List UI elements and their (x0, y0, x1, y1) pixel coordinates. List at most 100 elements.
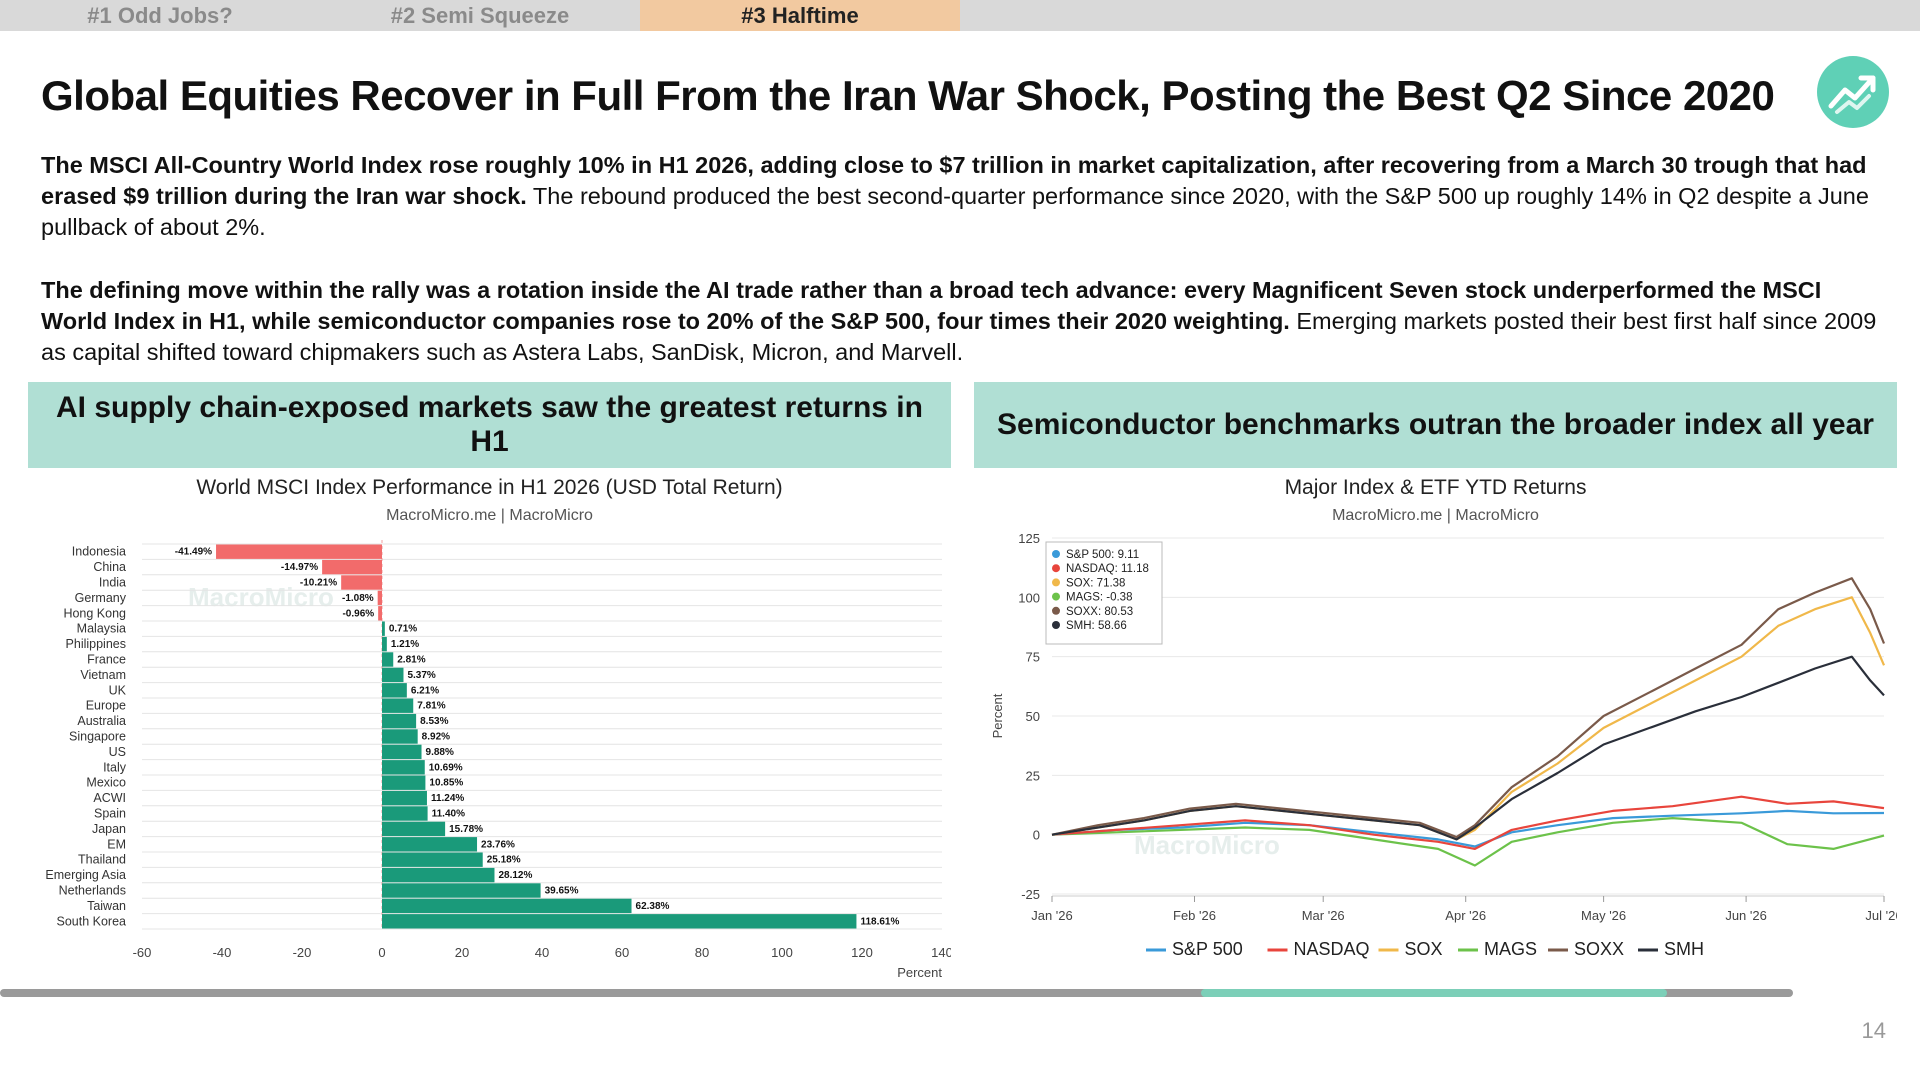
tab-odd-jobs[interactable]: #1 Odd Jobs? (87, 3, 233, 28)
x-tick-label: 20 (455, 945, 469, 960)
x-tick-label: Apr '26 (1445, 908, 1486, 923)
summary-paragraph-1-bold: The MSCI All-Country World Index rose ro… (41, 152, 1867, 209)
category-label: Philippines (66, 637, 126, 651)
data-label: 10.85% (429, 778, 463, 789)
watermark: MacroMicro (188, 582, 334, 612)
bar (382, 698, 414, 713)
bar (341, 575, 382, 590)
data-label: 7.81% (417, 701, 445, 712)
bar (378, 606, 382, 621)
summary-paragraph-2: The defining move within the rally was a… (41, 275, 1891, 368)
bar (377, 590, 382, 606)
legend-dot (1052, 550, 1060, 558)
bar (382, 744, 422, 760)
y-tick-label: 50 (1026, 709, 1040, 724)
legend-entry: SOX: 71.38 (1066, 577, 1125, 589)
bar (382, 806, 428, 821)
data-label: -0.96% (342, 608, 374, 619)
legend-entry: NASDAQ: 11.18 (1066, 563, 1149, 575)
legend-dot (1052, 578, 1060, 587)
bar (382, 867, 495, 883)
data-label: 8.53% (420, 716, 448, 727)
category-label: Australia (77, 714, 126, 728)
data-label: 28.12% (498, 870, 532, 881)
data-label: -10.21% (300, 578, 337, 589)
bar (382, 852, 483, 867)
tab-halftime[interactable]: #3 Halftime (640, 0, 960, 31)
series-line-mags (1051, 817, 1885, 867)
category-label: Malaysia (77, 622, 126, 636)
page-number: 14 (1861, 1018, 1886, 1043)
category-label: Mexico (86, 776, 126, 790)
summary-paragraph-2-bold: The defining move within the rally was a… (41, 277, 1822, 334)
y-tick-label: 75 (1026, 650, 1040, 665)
bar (382, 652, 394, 667)
category-label: Singapore (69, 730, 126, 744)
data-label: 23.76% (481, 839, 515, 850)
tab-semi-squeeze[interactable]: #2 Semi Squeeze (390, 3, 570, 28)
legend-label: SOXX (1574, 939, 1624, 959)
data-label: 25.18% (487, 855, 521, 866)
category-label: Japan (92, 822, 126, 836)
legend-label: S&P 500 (1172, 939, 1243, 959)
bar (382, 914, 857, 929)
summary-paragraph-2-text: Emerging markets posted their best first… (41, 308, 1877, 365)
series-line-soxx (1051, 577, 1886, 839)
data-label: 6.21% (411, 685, 439, 696)
legend-dot (1052, 564, 1060, 573)
y-tick-label: -25 (1021, 887, 1040, 902)
x-tick-label: 40 (535, 945, 549, 960)
category-label: ACWI (93, 791, 126, 805)
legend-label: SOX (1405, 939, 1443, 959)
category-label: Italy (103, 760, 127, 774)
data-label: 10.69% (429, 762, 463, 773)
data-label: 39.65% (545, 886, 579, 897)
bar (382, 821, 446, 837)
legend-entry: S&P 500: 9.11 (1066, 549, 1139, 561)
legend-entry: MAGS: -0.38 (1066, 592, 1132, 604)
category-label: Europe (86, 699, 126, 713)
slide-progress-bar (0, 989, 1793, 997)
y-axis-label: Percent (990, 693, 1005, 738)
x-tick-label: May '26 (1581, 908, 1626, 923)
msci-bar-chart: World MSCI Index Performance in H1 2026 … (28, 470, 952, 980)
legend-entry: SMH: 58.66 (1066, 620, 1127, 632)
bar (382, 760, 425, 775)
series-line-sox (1051, 596, 1886, 841)
bar (382, 790, 427, 806)
category-label: Emerging Asia (45, 868, 126, 882)
x-tick-label: Jan '26 (1031, 908, 1073, 923)
x-tick-label: 140 (931, 945, 951, 960)
bar (382, 621, 385, 636)
category-label: India (99, 576, 126, 590)
category-label: EM (107, 837, 126, 851)
data-label: 15.78% (449, 824, 483, 835)
series-line-nasdaq (1051, 795, 1885, 850)
chart-title: World MSCI Index Performance in H1 2026 … (196, 476, 782, 499)
legend-dot (1052, 592, 1060, 601)
bar (382, 729, 418, 744)
left-panel-heading: AI supply chain-exposed markets saw the … (28, 382, 951, 468)
legend-entry: SOXX: 80.53 (1066, 606, 1133, 618)
legend-dot (1052, 621, 1060, 629)
x-tick-label: Jun '26 (1725, 908, 1767, 923)
data-label: -14.97% (281, 562, 318, 573)
data-label: 5.37% (407, 670, 435, 681)
data-label: 2.81% (397, 655, 425, 666)
x-axis-label: Percent (897, 965, 942, 980)
x-tick-label: 120 (851, 945, 873, 960)
ytd-line-chart-svg: Major Index & ETF YTD Returns MacroMicro.… (990, 476, 1903, 959)
category-label: Thailand (78, 853, 126, 867)
chart-up-icon (1817, 56, 1889, 128)
category-label: Vietnam (80, 668, 126, 682)
x-tick-label: Mar '26 (1302, 908, 1345, 923)
data-label: 8.92% (422, 732, 450, 743)
y-tick-label: 25 (1026, 768, 1040, 783)
data-label: 11.40% (432, 809, 465, 820)
y-tick-label: 0 (1033, 828, 1040, 843)
summary-paragraph-1-text: The rebound produced the best second-qua… (41, 183, 1869, 240)
x-tick-label: -60 (133, 945, 152, 960)
chart-subtitle: MacroMicro.me | MacroMicro (386, 507, 593, 524)
legend-dot (1052, 606, 1060, 615)
bar (382, 683, 407, 698)
